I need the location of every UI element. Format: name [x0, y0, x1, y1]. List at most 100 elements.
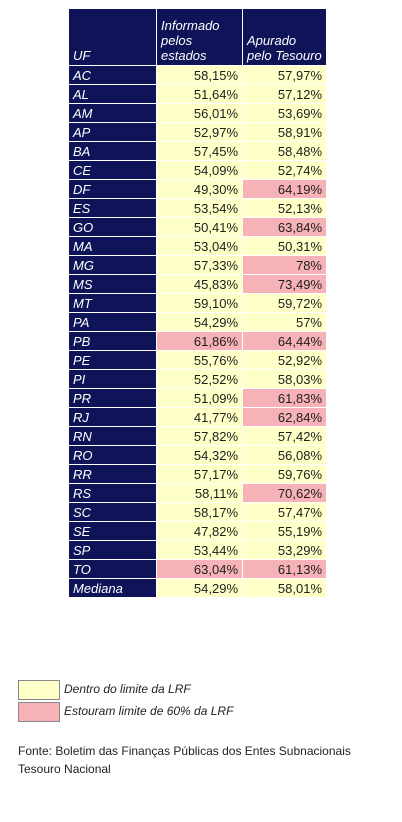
- apurado-cell: 64,19%: [242, 179, 327, 199]
- informado-cell: 54,32%: [156, 445, 243, 465]
- table-row: MS 45,83% 73,49%: [68, 274, 327, 294]
- informado-cell: 58,17%: [156, 502, 243, 522]
- table-row: AM 56,01% 53,69%: [68, 103, 327, 123]
- lrf-table: UF Informado pelos estados Apurado pelo …: [68, 8, 327, 598]
- apurado-cell: 56,08%: [242, 445, 327, 465]
- source-note: Fonte: Boletim das Finanças Públicas dos…: [18, 742, 351, 778]
- source-line-1: Fonte: Boletim das Finanças Públicas dos…: [18, 744, 351, 758]
- uf-cell: AP: [68, 122, 157, 142]
- uf-cell: AC: [68, 65, 157, 85]
- uf-cell: MT: [68, 293, 157, 313]
- informado-cell: 51,64%: [156, 84, 243, 104]
- legend-label-within: Dentro do limite da LRF: [64, 682, 191, 696]
- apurado-cell: 59,72%: [242, 293, 327, 313]
- legend-label-over: Estouram limite de 60% da LRF: [64, 704, 234, 718]
- apurado-cell: 57%: [242, 312, 327, 332]
- apurado-cell: 52,13%: [242, 198, 327, 218]
- apurado-cell: 52,92%: [242, 350, 327, 370]
- informado-cell: 53,04%: [156, 236, 243, 256]
- uf-cell: PB: [68, 331, 157, 351]
- table-row: MT 59,10% 59,72%: [68, 293, 327, 313]
- informado-cell: 57,82%: [156, 426, 243, 446]
- informado-cell: 57,33%: [156, 255, 243, 275]
- apurado-cell: 58,03%: [242, 369, 327, 389]
- uf-cell: ES: [68, 198, 157, 218]
- header-uf: UF: [68, 8, 157, 66]
- uf-cell: Mediana: [68, 578, 157, 598]
- apurado-cell: 52,74%: [242, 160, 327, 180]
- uf-cell: SP: [68, 540, 157, 560]
- table-row: PR 51,09% 61,83%: [68, 388, 327, 408]
- informado-cell: 50,41%: [156, 217, 243, 237]
- table-row: RS 58,11% 70,62%: [68, 483, 327, 503]
- table-row: RR 57,17% 59,76%: [68, 464, 327, 484]
- uf-cell: PI: [68, 369, 157, 389]
- table-row: SE 47,82% 55,19%: [68, 521, 327, 541]
- informado-cell: 54,29%: [156, 578, 243, 598]
- table-row: TO 63,04% 61,13%: [68, 559, 327, 579]
- apurado-cell: 73,49%: [242, 274, 327, 294]
- table-row: RN 57,82% 57,42%: [68, 426, 327, 446]
- uf-cell: RO: [68, 445, 157, 465]
- informado-cell: 63,04%: [156, 559, 243, 579]
- table-row: AC 58,15% 57,97%: [68, 65, 327, 85]
- table-row: MG 57,33% 78%: [68, 255, 327, 275]
- apurado-cell: 61,13%: [242, 559, 327, 579]
- apurado-cell: 59,76%: [242, 464, 327, 484]
- uf-cell: CE: [68, 160, 157, 180]
- apurado-cell: 63,84%: [242, 217, 327, 237]
- apurado-cell: 64,44%: [242, 331, 327, 351]
- uf-cell: RS: [68, 483, 157, 503]
- apurado-cell: 78%: [242, 255, 327, 275]
- uf-cell: RR: [68, 464, 157, 484]
- informado-cell: 52,97%: [156, 122, 243, 142]
- informado-cell: 41,77%: [156, 407, 243, 427]
- apurado-cell: 61,83%: [242, 388, 327, 408]
- uf-cell: DF: [68, 179, 157, 199]
- apurado-cell: 57,97%: [242, 65, 327, 85]
- legend-swatch-over: [18, 702, 60, 722]
- table-header-row: UF Informado pelos estados Apurado pelo …: [68, 8, 327, 66]
- table-row: AL 51,64% 57,12%: [68, 84, 327, 104]
- apurado-cell: 58,48%: [242, 141, 327, 161]
- table-row: PI 52,52% 58,03%: [68, 369, 327, 389]
- table-row: SP 53,44% 53,29%: [68, 540, 327, 560]
- informado-cell: 45,83%: [156, 274, 243, 294]
- informado-cell: 53,54%: [156, 198, 243, 218]
- uf-cell: PR: [68, 388, 157, 408]
- apurado-cell: 55,19%: [242, 521, 327, 541]
- uf-cell: PE: [68, 350, 157, 370]
- informado-cell: 49,30%: [156, 179, 243, 199]
- table-row: DF 49,30% 64,19%: [68, 179, 327, 199]
- uf-cell: MS: [68, 274, 157, 294]
- header-informado: Informado pelos estados: [156, 8, 243, 66]
- informado-cell: 54,09%: [156, 160, 243, 180]
- informado-cell: 53,44%: [156, 540, 243, 560]
- apurado-cell: 58,91%: [242, 122, 327, 142]
- informado-cell: 61,86%: [156, 331, 243, 351]
- uf-cell: MA: [68, 236, 157, 256]
- informado-cell: 59,10%: [156, 293, 243, 313]
- apurado-cell: 58,01%: [242, 578, 327, 598]
- informado-cell: 54,29%: [156, 312, 243, 332]
- header-apurado: Apurado pelo Tesouro: [242, 8, 327, 66]
- uf-cell: AM: [68, 103, 157, 123]
- apurado-cell: 50,31%: [242, 236, 327, 256]
- table-row: GO 50,41% 63,84%: [68, 217, 327, 237]
- source-line-2: Tesouro Nacional: [18, 762, 111, 776]
- table-row: SC 58,17% 57,47%: [68, 502, 327, 522]
- table-body: AC 58,15% 57,97% AL 51,64% 57,12% AM 56,01% 53,6…: [68, 65, 327, 598]
- uf-cell: SC: [68, 502, 157, 522]
- table-row: PA 54,29% 57%: [68, 312, 327, 332]
- uf-cell: RN: [68, 426, 157, 446]
- apurado-cell: 57,42%: [242, 426, 327, 446]
- uf-cell: BA: [68, 141, 157, 161]
- informado-cell: 58,11%: [156, 483, 243, 503]
- apurado-cell: 62,84%: [242, 407, 327, 427]
- table-row: BA 57,45% 58,48%: [68, 141, 327, 161]
- table-row: ES 53,54% 52,13%: [68, 198, 327, 218]
- legend-swatch-within: [18, 680, 60, 700]
- apurado-cell: 70,62%: [242, 483, 327, 503]
- table-row: RJ 41,77% 62,84%: [68, 407, 327, 427]
- informado-cell: 57,17%: [156, 464, 243, 484]
